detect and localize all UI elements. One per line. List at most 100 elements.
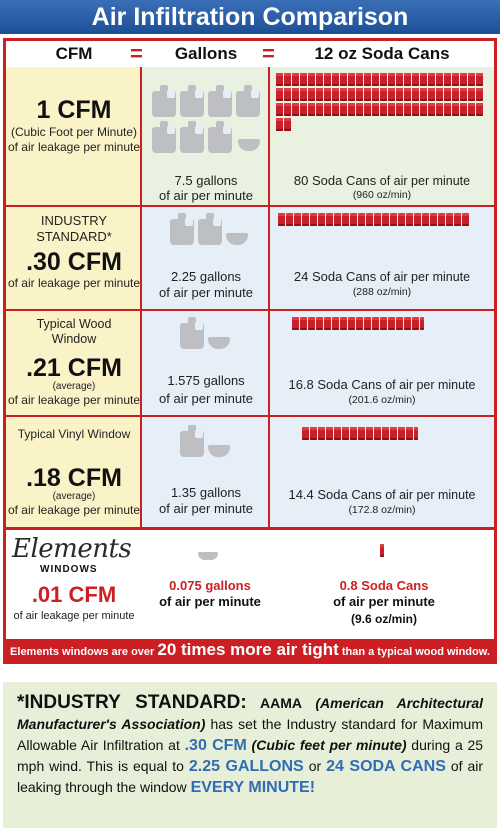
note-heading: *INDUSTRY STANDARD: bbox=[17, 692, 247, 713]
soda-can-icon bbox=[404, 103, 411, 116]
soda-can-icon bbox=[420, 103, 427, 116]
soda-can-icon bbox=[452, 73, 459, 86]
soda-can-icon bbox=[278, 213, 285, 226]
gallons-cell: 2.25 gallons of air per minute bbox=[142, 207, 270, 309]
soda-cans bbox=[276, 73, 490, 133]
soda-can-icon bbox=[332, 103, 339, 116]
soda-can-icon bbox=[364, 317, 371, 330]
industry-standard-note: *INDUSTRY STANDARD: AAMA (American Archi… bbox=[3, 682, 497, 828]
note-cans: 24 SODA CANS bbox=[326, 758, 446, 775]
header-cfm: CFM bbox=[55, 44, 93, 63]
soda-can-icon bbox=[326, 213, 333, 226]
gallons-value: 1.35 gallons bbox=[170, 485, 242, 500]
jug-icon bbox=[152, 85, 176, 117]
row-label: Typical Wood Window bbox=[36, 317, 112, 346]
gallons-value: 7.5 gallons bbox=[174, 173, 238, 188]
cans-cell: 14.4 Soda Cans of air per minute (172.8 … bbox=[270, 417, 494, 527]
soda-can-icon bbox=[316, 103, 323, 116]
soda-can-icon bbox=[452, 88, 459, 101]
soda-can-icon bbox=[404, 73, 411, 86]
jug-icon bbox=[180, 425, 204, 457]
soda-can-icon bbox=[308, 317, 315, 330]
soda-can-icon bbox=[428, 103, 435, 116]
note-gallons: 2.25 GALLONS bbox=[188, 758, 304, 775]
soda-can-icon bbox=[356, 73, 363, 86]
jug-icon bbox=[180, 317, 204, 349]
soda-can-icon bbox=[358, 427, 365, 440]
soda-can-icon bbox=[412, 73, 419, 86]
soda-can-icon bbox=[316, 317, 323, 330]
soda-can-icon bbox=[462, 213, 469, 226]
soda-can-icon bbox=[284, 103, 291, 116]
equals-sign: = bbox=[262, 41, 275, 66]
jug-icon bbox=[236, 85, 260, 117]
comparison-table: CFM = Gallons = 12 oz Soda Cans 1 CFM (C… bbox=[3, 38, 497, 664]
soda-can-icon bbox=[350, 427, 357, 440]
soda-can-icon bbox=[404, 317, 411, 330]
soda-can-icon bbox=[372, 88, 379, 101]
soda-can-icon bbox=[286, 213, 293, 226]
cans-value: 24 Soda Cans of air per minute bbox=[293, 269, 471, 284]
cfm-sub: (average) bbox=[52, 491, 96, 502]
soda-can-icon bbox=[396, 88, 403, 101]
soda-can-icon bbox=[380, 544, 384, 557]
soda-can-icon bbox=[468, 88, 475, 101]
soda-can-icon bbox=[460, 73, 467, 86]
soda-can-icon bbox=[284, 73, 291, 86]
cfm-leak-text: of air leakage per minute bbox=[7, 276, 141, 290]
equals-sign: = bbox=[130, 41, 143, 66]
soda-cans bbox=[302, 427, 482, 442]
soda-can-icon bbox=[398, 213, 405, 226]
row-label: INDUSTRY STANDARD* bbox=[36, 213, 112, 244]
soda-can-icon bbox=[348, 103, 355, 116]
soda-can-icon bbox=[340, 317, 347, 330]
soda-can-icon bbox=[396, 73, 403, 86]
soda-can-icon bbox=[332, 88, 339, 101]
soda-can-icon bbox=[340, 73, 347, 86]
soda-can-icon bbox=[310, 213, 317, 226]
soda-can-icon bbox=[444, 73, 451, 86]
comparison-strip: Elements windows are over 20 times more … bbox=[6, 639, 494, 661]
soda-can-icon bbox=[468, 103, 475, 116]
bowl-icon bbox=[238, 139, 260, 151]
cfm-sub: (average) bbox=[52, 381, 96, 392]
soda-can-icon bbox=[444, 103, 451, 116]
soda-can-icon bbox=[348, 317, 355, 330]
soda-can-icon bbox=[404, 88, 411, 101]
soda-can-icon bbox=[372, 317, 379, 330]
cfm-value: .21 CFM bbox=[26, 354, 122, 382]
jug-icon bbox=[152, 121, 176, 153]
jug-icon bbox=[180, 121, 204, 153]
soda-can-icon bbox=[476, 88, 483, 101]
soda-can-icon bbox=[382, 213, 389, 226]
soda-can-icon bbox=[364, 73, 371, 86]
soda-can-icon bbox=[326, 427, 333, 440]
table-row: INDUSTRY STANDARD* .30 CFM of air leakag… bbox=[6, 207, 494, 311]
elements-logo: Elements bbox=[12, 534, 132, 564]
soda-can-icon bbox=[318, 427, 325, 440]
soda-can-icon bbox=[398, 427, 405, 440]
gallons-sub: of air per minute bbox=[159, 188, 253, 203]
note-text: has set the Industry standard for Maximu… bbox=[17, 716, 484, 753]
jug-icon bbox=[208, 85, 232, 117]
cfm-value: .30 CFM bbox=[26, 248, 122, 276]
soda-can-icon bbox=[412, 103, 419, 116]
soda-can-icon bbox=[420, 88, 427, 101]
soda-cans bbox=[278, 213, 492, 228]
soda-can-icon bbox=[324, 103, 331, 116]
soda-can-icon bbox=[324, 88, 331, 101]
soda-can-icon bbox=[348, 73, 355, 86]
cfm-cell: 1 CFM (Cubic Foot per Minute) of air lea… bbox=[6, 67, 142, 205]
note-aama-full: (American Architectural Manufacturer's A… bbox=[17, 695, 483, 732]
soda-can-icon bbox=[356, 317, 363, 330]
cfm-cell: INDUSTRY STANDARD* .30 CFM of air leakag… bbox=[6, 207, 142, 309]
gallons-sub: of air per minute bbox=[159, 594, 261, 609]
soda-can-icon bbox=[308, 88, 315, 101]
soda-can-icon bbox=[396, 103, 403, 116]
soda-can-icon bbox=[436, 73, 443, 86]
soda-can-icon bbox=[308, 73, 315, 86]
soda-can-icon bbox=[374, 213, 381, 226]
soda-can-icon bbox=[380, 88, 387, 101]
note-cfm-paren: (Cubic feet per minute) bbox=[251, 737, 407, 753]
soda-can-icon bbox=[476, 73, 483, 86]
